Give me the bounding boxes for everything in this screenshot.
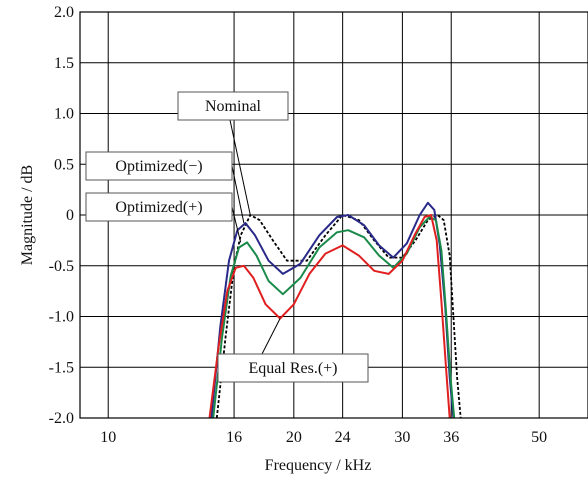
y-tick-labels: 2.0 1.5 1.0 0.5 0 -0.5 -1.0 -1.5 -2.0 <box>49 4 74 427</box>
y-axis-label: Magnitude / dB <box>19 165 36 265</box>
x-tick-label: 50 <box>531 429 547 446</box>
annotation-box <box>217 353 369 383</box>
y-tick-label: 0 <box>66 207 74 224</box>
annotation-label: Optimized(−) <box>115 158 202 175</box>
x-tick-label: 36 <box>443 429 459 446</box>
series-layer <box>208 201 462 419</box>
y-tick-label: -1.0 <box>49 309 74 326</box>
annotation-box <box>177 91 289 121</box>
x-tick-label: 20 <box>286 429 302 446</box>
series-line-1 <box>215 214 462 419</box>
y-tick-label: -2.0 <box>49 410 74 427</box>
annotation-box <box>85 192 233 222</box>
annotation-label: Nominal <box>205 98 262 115</box>
y-tick-label: 2.0 <box>54 4 74 21</box>
x-tick-label: 10 <box>100 429 116 446</box>
x-tick-label: 24 <box>335 429 351 446</box>
series-line-3 <box>212 216 456 419</box>
annotations: Nominal Optimized(−) Optimized(+) Equal Res… <box>85 91 369 383</box>
annotation-box <box>85 151 233 181</box>
x-axis-label: Frequency / kHz <box>265 457 372 474</box>
annotation-label: Optimized(+) <box>115 199 202 216</box>
y-tick-label: -1.5 <box>49 359 74 376</box>
y-tick-label: 1.0 <box>54 106 74 123</box>
plot-frame <box>79 11 588 419</box>
series-line-4 <box>208 214 451 419</box>
x-tick-label: 30 <box>394 429 410 446</box>
x-tick-labels: 10 16 20 24 30 36 50 <box>100 429 547 446</box>
annotation-leader <box>261 318 281 355</box>
x-tick-label: 16 <box>226 429 242 446</box>
y-tick-label: 0.5 <box>54 156 74 173</box>
annotation-label: Equal Res.(+) <box>249 360 338 377</box>
y-tick-label: 1.5 <box>54 55 74 72</box>
annotation-leader <box>231 206 242 243</box>
y-tick-label: -0.5 <box>49 258 74 275</box>
annotation-leader <box>231 165 245 224</box>
annotation-leader <box>229 119 251 216</box>
